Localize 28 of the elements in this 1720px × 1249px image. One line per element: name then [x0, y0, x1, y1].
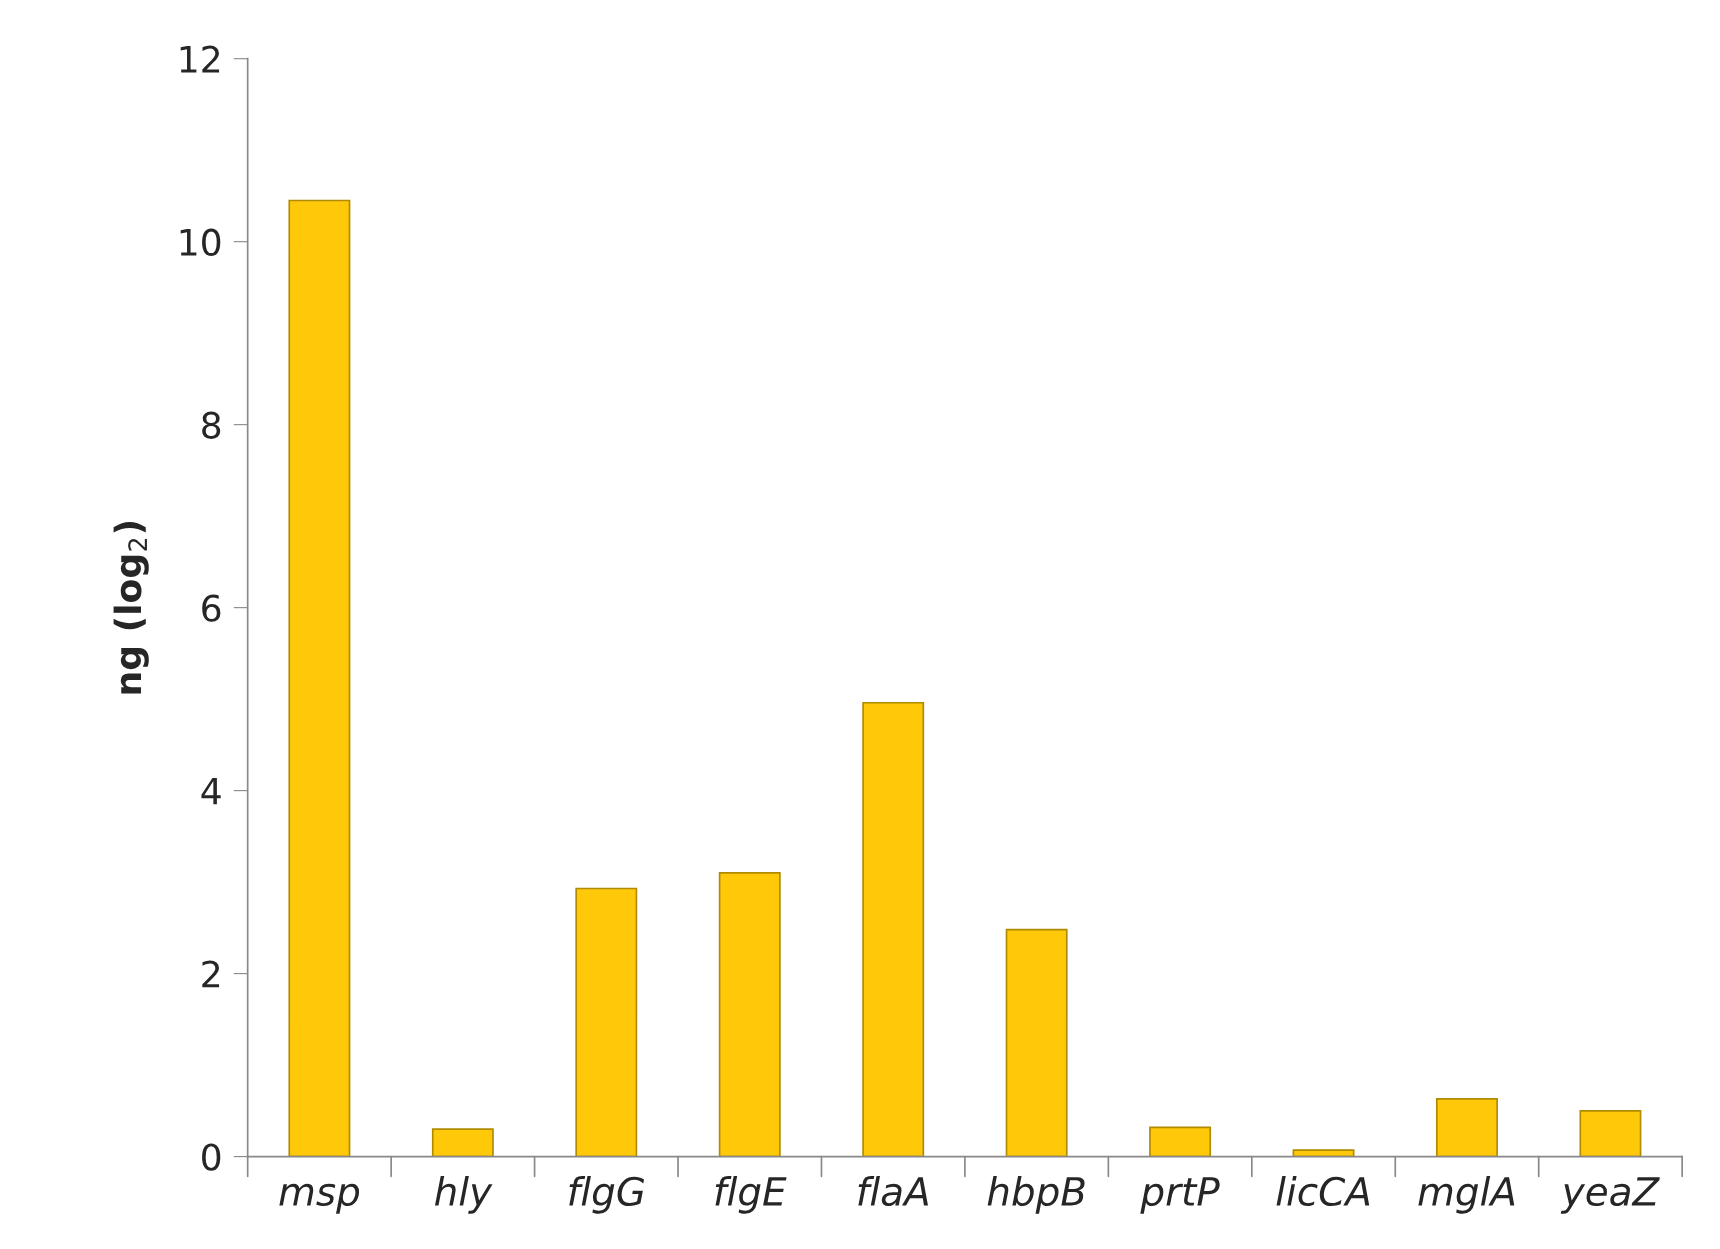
x-tick-label: mglA [1418, 1176, 1515, 1214]
x-tick-label: prtP [1140, 1177, 1220, 1214]
bar [1436, 1098, 1498, 1157]
x-tick-label: licCA [1276, 1176, 1370, 1207]
bar [575, 887, 638, 1157]
y-tick-label: 10 [180, 228, 221, 256]
bar [1579, 1109, 1642, 1157]
bar [1149, 1126, 1212, 1157]
x-tick-label: hbpB [987, 1176, 1085, 1214]
bar [288, 199, 351, 1157]
y-tick-label: 2 [202, 960, 220, 988]
y-axis-title: ng (log$_{2}$) [113, 521, 149, 694]
y-tick-label: 4 [201, 778, 221, 805]
y-tick-label: 6 [202, 594, 221, 622]
bar [431, 1128, 494, 1157]
x-tick-label: flgG [569, 1176, 645, 1214]
x-tick-label: hly [434, 1176, 493, 1214]
y-tick-label: 0 [202, 1143, 221, 1171]
x-tick-label: yeaZ [1560, 1177, 1660, 1214]
x-tick-label: msp [279, 1183, 360, 1214]
bar [862, 701, 925, 1157]
bar [1292, 1149, 1355, 1157]
y-tick-label: 8 [202, 411, 221, 439]
y-tick-label: 12 [180, 45, 220, 73]
x-tick-label: flaA [858, 1176, 928, 1207]
bar [718, 872, 781, 1157]
x-tick-label: flgE [715, 1176, 787, 1214]
bar [1005, 928, 1068, 1157]
